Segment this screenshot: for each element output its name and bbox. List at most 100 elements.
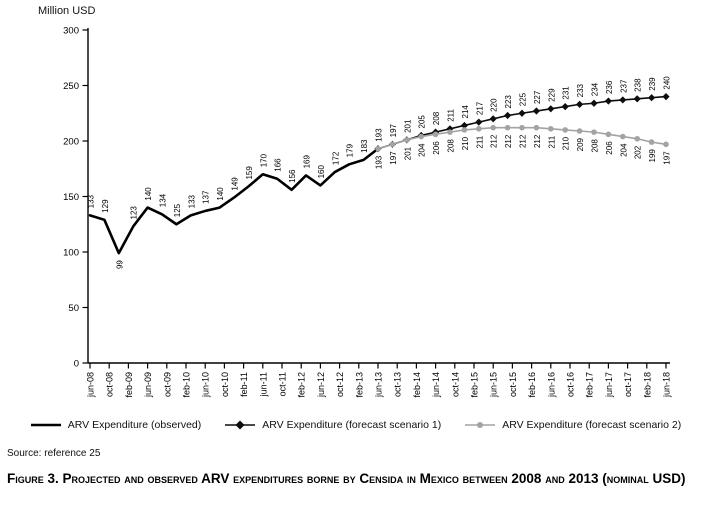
observed-data-label: 149 <box>231 177 240 191</box>
forecast-scenario-2-data-label: 208 <box>447 139 456 153</box>
legend-label-forecast-scenario-1: ARV Expenditure (forecast scenario 1) <box>262 419 442 431</box>
forecast-scenario-2-data-label: 212 <box>490 134 499 148</box>
figure-caption: Figure 3. Projected and observed ARV exp… <box>7 471 686 486</box>
observed-data-label: 193 <box>375 128 384 142</box>
y-tick-label: 200 <box>63 137 79 148</box>
x-tick-label: jun-08 <box>86 372 96 398</box>
observed-data-label: 160 <box>317 165 326 179</box>
forecast-scenario-2-data-label: 204 <box>418 143 427 157</box>
chart-legend: ARV Expenditure (observed) ARV Expenditu… <box>0 419 712 431</box>
forecast-scenario-1-data-label: 237 <box>619 79 628 93</box>
forecast-scenario-2-marker <box>519 124 525 131</box>
forecast-scenario-2-marker <box>548 125 554 132</box>
observed-data-label: 125 <box>173 203 182 217</box>
forecast-2-line-circle-icon <box>465 422 496 428</box>
forecast-scenario-1-marker <box>604 97 612 105</box>
legend-item-forecast-scenario-1: ARV Expenditure (forecast scenario 1) <box>225 419 441 431</box>
observed-data-label: 137 <box>202 190 211 204</box>
forecast-scenario-1-data-label: 205 <box>418 115 427 129</box>
forecast-scenario-1-marker <box>662 93 670 101</box>
forecast-scenario-2-data-label: 199 <box>648 149 657 163</box>
forecast-scenario-2-data-label: 201 <box>403 146 412 160</box>
forecast-scenario-2-marker <box>461 127 468 133</box>
forecast-scenario-2-data-label: 204 <box>619 143 628 157</box>
forecast-scenario-2-marker <box>648 139 655 145</box>
x-tick-label: feb-16 <box>527 372 537 398</box>
y-tick-label: 0 <box>74 359 79 370</box>
forecast-1-line-diamond-icon <box>225 420 256 430</box>
forecast-scenario-2-data-label: 193 <box>375 155 384 169</box>
x-tick-label: jun-10 <box>201 372 211 398</box>
forecast-scenario-2-marker <box>447 129 453 135</box>
observed-data-label: 133 <box>187 194 196 208</box>
x-tick-label: oct-10 <box>220 372 230 397</box>
forecast-scenario-2-data-label: 202 <box>634 145 643 159</box>
forecast-scenario-2-marker <box>432 131 439 138</box>
forecast-scenario-2-data-label: 210 <box>562 136 571 150</box>
forecast-scenario-2-marker <box>591 129 597 135</box>
x-tick-label: feb-17 <box>585 372 595 398</box>
forecast-scenario-1-marker <box>489 115 497 123</box>
observed-line <box>88 147 380 255</box>
forecast-scenario-2-marker <box>605 131 612 138</box>
forecast-scenario-1-marker <box>475 118 483 126</box>
y-tick-label: 250 <box>63 81 79 92</box>
forecast-scenario-1-data-label: 201 <box>403 119 412 133</box>
forecast-scenario-2-data-label: 211 <box>475 135 484 148</box>
legend-item-forecast-scenario-2: ARV Expenditure (forecast scenario 2) <box>465 419 681 431</box>
x-tick-label: jun-18 <box>662 372 672 398</box>
x-tick-label: oct-12 <box>335 372 345 397</box>
forecast-scenario-2-data-label: 197 <box>663 151 672 165</box>
observed-data-label: 172 <box>331 151 340 165</box>
forecast-scenario-1-data-label: 211 <box>447 108 456 121</box>
forecast-scenario-1-data-label: 217 <box>475 101 484 115</box>
x-tick-label: jun-09 <box>143 372 153 398</box>
forecast-scenario-2-data-label: 212 <box>519 134 528 148</box>
legend-label-observed: ARV Expenditure (observed) <box>67 419 202 431</box>
forecast-scenario-1-data-label: 239 <box>648 77 657 91</box>
y-axis-title: Million USD <box>38 5 96 17</box>
forecast-scenario-2-marker <box>576 128 583 134</box>
x-tick-label: feb-11 <box>239 372 249 397</box>
forecast-scenario-1-data-label: 223 <box>504 95 513 109</box>
forecast-scenario-1-data-label: 214 <box>461 105 470 119</box>
legend-item-observed: ARV Expenditure (observed) <box>30 419 202 431</box>
x-tick-label: oct-09 <box>162 372 172 397</box>
forecast-scenario-1-marker <box>648 94 656 102</box>
x-tick-label: oct-14 <box>450 372 460 397</box>
x-tick-label: feb-09 <box>124 372 134 398</box>
forecast-scenario-1-marker <box>576 100 584 108</box>
x-tick-label: oct-13 <box>393 372 403 397</box>
x-tick-label: feb-12 <box>297 372 307 398</box>
observed-data-label: 169 <box>303 155 312 169</box>
observed-data-label: 156 <box>288 169 297 183</box>
y-tick-label: 300 <box>63 26 79 37</box>
observed-data-label: 183 <box>360 139 369 153</box>
x-tick-label: oct-16 <box>566 372 576 397</box>
observed-data-label: 179 <box>346 143 355 157</box>
x-tick-label: feb-14 <box>412 372 422 398</box>
forecast-scenario-2-marker <box>504 124 511 131</box>
forecast-scenario-2-data-label: 206 <box>432 141 441 155</box>
observed-line-icon <box>30 423 61 427</box>
legend-label-forecast-scenario-2: ARV Expenditure (forecast scenario 2) <box>502 419 682 431</box>
forecast-scenario-2-data-label: 211 <box>547 135 556 148</box>
forecast-scenario-1-marker <box>590 99 598 107</box>
forecast-scenario-2-data-label: 206 <box>605 141 614 155</box>
x-tick-label: jun-11 <box>258 372 268 397</box>
observed-data-label: 159 <box>245 166 254 180</box>
forecast-scenario-1-marker <box>547 105 555 113</box>
y-tick-label: 150 <box>63 192 79 203</box>
observed-data-label: 140 <box>216 187 225 201</box>
forecast-scenario-2-marker <box>375 145 381 152</box>
observed-data-label: 134 <box>159 193 168 207</box>
x-tick-label: oct-15 <box>508 372 518 397</box>
forecast-scenario-1-marker <box>504 111 512 120</box>
x-tick-label: jun-14 <box>431 372 441 398</box>
x-tick-label: oct-08 <box>105 372 115 397</box>
observed-data-label: 129 <box>101 199 110 213</box>
forecast-scenario-1-marker <box>532 107 540 115</box>
arv-expenditure-chart: 0 50 100 150 200 250 300 jun-08 oct-08 feb-09 jun-… <box>63 26 672 399</box>
forecast-scenario-1-data-label: 197 <box>389 123 398 137</box>
